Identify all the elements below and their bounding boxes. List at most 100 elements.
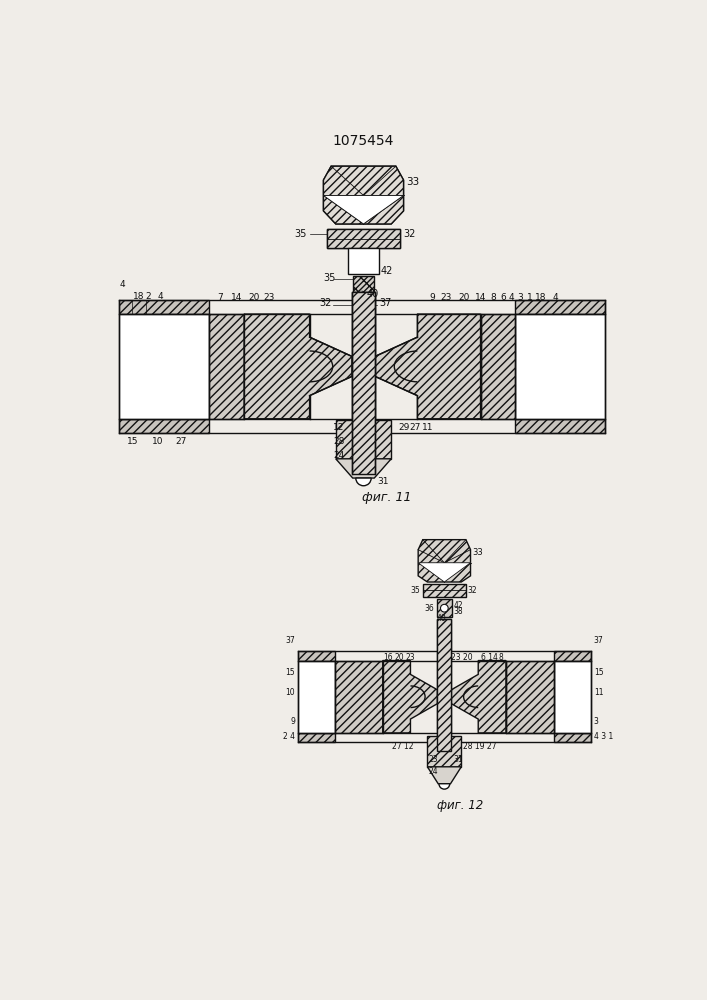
Polygon shape — [324, 166, 404, 224]
Text: 32: 32 — [467, 586, 477, 595]
Text: 35: 35 — [411, 586, 420, 595]
Text: 27 12: 27 12 — [392, 742, 414, 751]
Text: 32: 32 — [319, 298, 331, 308]
Text: 4 3 1: 4 3 1 — [594, 732, 613, 741]
Polygon shape — [515, 419, 605, 433]
Polygon shape — [438, 619, 451, 751]
Text: 4: 4 — [157, 292, 163, 301]
Text: 4: 4 — [119, 280, 125, 289]
Text: 33: 33 — [406, 177, 419, 187]
Polygon shape — [324, 195, 404, 224]
Polygon shape — [336, 459, 391, 478]
Text: 4: 4 — [508, 293, 514, 302]
Text: 33: 33 — [472, 548, 483, 557]
Text: 2 4: 2 4 — [283, 732, 295, 741]
Polygon shape — [335, 661, 382, 733]
Bar — [423, 584, 466, 597]
Text: 15: 15 — [286, 668, 295, 677]
Text: 20: 20 — [458, 293, 469, 302]
Text: 29: 29 — [398, 424, 409, 432]
Polygon shape — [298, 651, 335, 661]
Text: 14: 14 — [231, 293, 243, 302]
Text: 28 19 27: 28 19 27 — [463, 742, 496, 751]
Text: 1: 1 — [527, 293, 532, 302]
Polygon shape — [481, 314, 515, 419]
Text: 28: 28 — [333, 437, 344, 446]
Text: 1075454: 1075454 — [332, 134, 393, 148]
Text: 23: 23 — [428, 755, 438, 764]
Text: 15: 15 — [594, 668, 603, 677]
Text: 12: 12 — [333, 424, 344, 432]
Polygon shape — [209, 314, 244, 419]
Bar — [437, 599, 452, 617]
Text: 9: 9 — [290, 717, 295, 726]
Polygon shape — [298, 661, 335, 733]
Polygon shape — [428, 736, 461, 767]
Polygon shape — [451, 661, 506, 733]
Text: 10: 10 — [152, 437, 163, 446]
Polygon shape — [428, 767, 461, 784]
Polygon shape — [515, 300, 605, 314]
Text: 18: 18 — [535, 293, 547, 302]
Polygon shape — [244, 314, 352, 419]
Text: 38: 38 — [454, 607, 463, 616]
Polygon shape — [418, 540, 471, 582]
Wedge shape — [439, 784, 450, 789]
Polygon shape — [375, 314, 481, 419]
Text: 32: 32 — [404, 229, 416, 239]
Text: 3: 3 — [594, 717, 599, 726]
Text: 15: 15 — [127, 437, 139, 446]
Text: 42: 42 — [454, 601, 463, 610]
Text: 35: 35 — [324, 273, 336, 283]
Text: 11: 11 — [594, 688, 603, 697]
Bar — [348, 248, 379, 274]
Text: 23: 23 — [264, 293, 275, 302]
Text: 16: 16 — [382, 653, 392, 662]
Text: 23: 23 — [440, 293, 452, 302]
Text: 14: 14 — [475, 293, 486, 302]
Wedge shape — [356, 478, 371, 486]
Bar — [327, 229, 400, 248]
Text: 24: 24 — [428, 767, 438, 776]
Text: 18: 18 — [132, 292, 144, 301]
Text: 23 20: 23 20 — [450, 653, 472, 662]
Polygon shape — [451, 674, 506, 719]
Text: 37: 37 — [379, 298, 391, 308]
Text: 20: 20 — [248, 293, 259, 302]
Bar — [353, 276, 374, 292]
Polygon shape — [352, 292, 375, 474]
Polygon shape — [327, 229, 400, 248]
Polygon shape — [119, 300, 209, 314]
Text: 31: 31 — [378, 477, 389, 486]
Text: 37: 37 — [594, 636, 604, 645]
Text: 35: 35 — [294, 229, 307, 239]
Text: 37: 37 — [285, 636, 295, 645]
Text: 8: 8 — [498, 653, 503, 662]
Text: 7: 7 — [217, 293, 223, 302]
Text: 9: 9 — [429, 293, 435, 302]
Polygon shape — [119, 419, 209, 433]
Text: 36: 36 — [424, 604, 434, 613]
Polygon shape — [119, 314, 209, 419]
Polygon shape — [438, 619, 451, 751]
Text: 4: 4 — [552, 293, 558, 302]
Polygon shape — [515, 314, 605, 419]
Text: 24: 24 — [333, 451, 344, 460]
Text: 10: 10 — [286, 688, 295, 697]
Text: 42: 42 — [380, 266, 393, 276]
Text: 2: 2 — [146, 292, 151, 301]
Polygon shape — [554, 733, 590, 742]
Text: 40: 40 — [437, 614, 446, 623]
Polygon shape — [506, 661, 554, 733]
Text: 31: 31 — [454, 755, 463, 764]
Polygon shape — [554, 661, 590, 733]
Polygon shape — [382, 661, 438, 733]
Text: фиг. 12: фиг. 12 — [437, 799, 483, 812]
Polygon shape — [298, 733, 335, 742]
Text: 40: 40 — [366, 289, 379, 299]
Text: фиг. 11: фиг. 11 — [362, 491, 411, 504]
Text: 23: 23 — [406, 653, 416, 662]
Text: 11: 11 — [422, 424, 433, 432]
Text: 6: 6 — [501, 293, 506, 302]
Text: 20: 20 — [395, 653, 404, 662]
